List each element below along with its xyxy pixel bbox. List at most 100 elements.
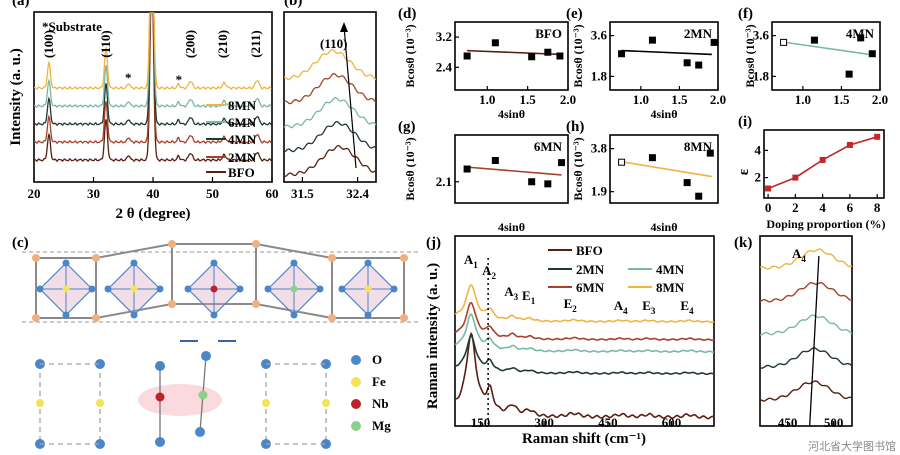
wh-x-tick-label-d: 2.0 [560,92,576,107]
wh-axes-frame-f [771,21,881,91]
strain-y-tick-label: 2 [755,170,762,185]
oxygen-atom-2d [321,439,331,449]
panel-label-g: (g) [398,119,416,135]
raman-x-tick-label: 450 [598,415,618,430]
oxygen-atom [62,259,70,267]
oxygen-atom [290,311,298,319]
raman-curve-8MN [454,283,715,324]
wh-data-point-g [528,178,536,186]
panel-label-k: (k) [734,235,752,251]
wh-data-point-g [544,180,552,188]
wh-data-point-f [810,36,818,44]
strain-data-point [792,174,799,181]
fe-atom-2d [96,399,104,407]
wh-fit-line-e [621,49,712,56]
wh-data-point-g [558,159,566,167]
panel-label-h: (h) [566,119,584,135]
raman-legend-label-8MN: 8MN [656,280,685,295]
panel-label-c: (c) [12,235,29,251]
a-site-atom [32,314,40,322]
wh-y-axis-title-g: Bcosθ (10⁻³) [403,137,417,200]
wh-y-tick-label-g: 2.1 [436,174,452,189]
zoom-x-tick-label: 32.4 [346,186,369,201]
wh-fit-line-g [467,166,562,176]
wh-data-point-f [868,50,876,58]
a4-curve [759,248,853,270]
wh-x-tick-label-d: 1.0 [479,92,495,107]
wh-data-point-d [528,53,536,61]
raman-curve-2MN [454,334,715,376]
fe-atom-2d [36,399,44,407]
strain-data-point [819,156,826,163]
a-site-atom [168,300,176,308]
xrd-peak-label: (110) [98,30,113,57]
xrd-x-tick-label: 30 [87,186,100,201]
panel-label-i: (i) [738,114,752,130]
xrd-curve-8MN [33,12,272,91]
xrd-substrate-legend: *Substrate [42,19,102,34]
wh-data-point-h [648,154,656,162]
zoom-shift-arrow [343,25,357,169]
zoom-curve [283,96,377,129]
wh-data-point-d [491,39,499,47]
zoom-axes-frame [283,11,377,183]
a4-curve [759,380,853,402]
wh-data-point-h [683,179,691,187]
oxygen-atom-2d [155,437,165,447]
strain-data-point [874,133,881,140]
b-site-atom [364,285,372,293]
wh-x-axis-title-h: 4sinθ [651,220,678,234]
xrd-y-axis-title: Intensity (a. u.) [8,48,24,146]
zoom-curve [283,144,377,177]
a-site-atom [168,240,176,248]
wh-x-tick-label-f: 1.5 [833,92,850,107]
wh-y-axis-title-d: Bcosθ (10⁻³) [403,24,417,87]
oxygen-atom [290,259,298,267]
panel-label-e: (e) [566,6,583,22]
xrd-x-tick-label: 50 [206,186,219,201]
a-site-atom [400,254,408,262]
panel-label-j: (j) [426,235,441,251]
wh-x-tick-label-e: 1.5 [671,92,688,107]
wh-data-point-e [683,59,691,67]
wh-axes-frame-d [454,21,569,91]
oxygen-atom-2d [95,439,105,449]
wh-data-point-e [618,50,626,58]
raman-legend-label-BFO: BFO [576,243,603,258]
raman-mode-label: E1 [522,288,536,306]
oxygen-atom [62,311,70,319]
oxygen-atom [130,259,138,267]
structure-legend-swatch [351,399,361,409]
a-site-atom [328,314,336,322]
a-site-atom [400,314,408,322]
wh-x-tick-label-d: 1.5 [520,92,537,107]
oxygen-atom [130,311,138,319]
a4-curve [759,281,852,303]
wh-data-point-h [706,149,714,157]
zoom-curve [283,48,376,81]
wh-fit-line-f [783,41,874,56]
wh-data-point-e [695,61,703,69]
zoom-peak-label: (110) [320,36,347,51]
xrd-legend-label-BFO: BFO [228,165,255,180]
wh-axes-frame-g [454,134,569,204]
panel-label-b: (b) [284,0,302,9]
raman-mode-label: A4 [614,298,628,316]
oxygen-atom [184,285,192,293]
structure-legend-label: O [372,352,382,367]
xrd-legend-label-4MN: 4MN [228,132,257,147]
strain-y-axis-title: ε [736,168,752,175]
raman-mode-label: E4 [680,298,694,316]
xrd-x-tick-label: 20 [28,186,41,201]
xrd-substrate-marker: * [125,70,132,85]
wh-x-tick-label-f: 2.0 [872,92,888,107]
fe-atom-2d [262,399,270,407]
a-site-atom [252,300,260,308]
xrd-legend-label-8MN: 8MN [228,98,257,113]
structure-legend-label: Nb [372,396,389,411]
oxygen-atom [36,285,44,293]
a-site-atom [252,240,260,248]
wh-y-axis-title-e: Bcosθ (10⁻³) [571,24,585,87]
wh-data-point-d [556,52,564,60]
